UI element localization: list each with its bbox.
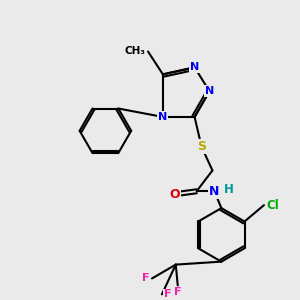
Text: CH₃: CH₃ [124, 46, 145, 56]
Text: S: S [197, 140, 206, 153]
Text: N: N [190, 62, 199, 72]
Text: F: F [142, 274, 150, 284]
Text: N: N [209, 185, 220, 198]
Text: O: O [169, 188, 180, 201]
Text: H: H [224, 183, 234, 196]
Text: F: F [174, 287, 182, 297]
Text: N: N [158, 112, 167, 122]
Text: Cl: Cl [266, 199, 279, 212]
Text: F: F [164, 289, 171, 299]
Text: N: N [205, 86, 214, 96]
